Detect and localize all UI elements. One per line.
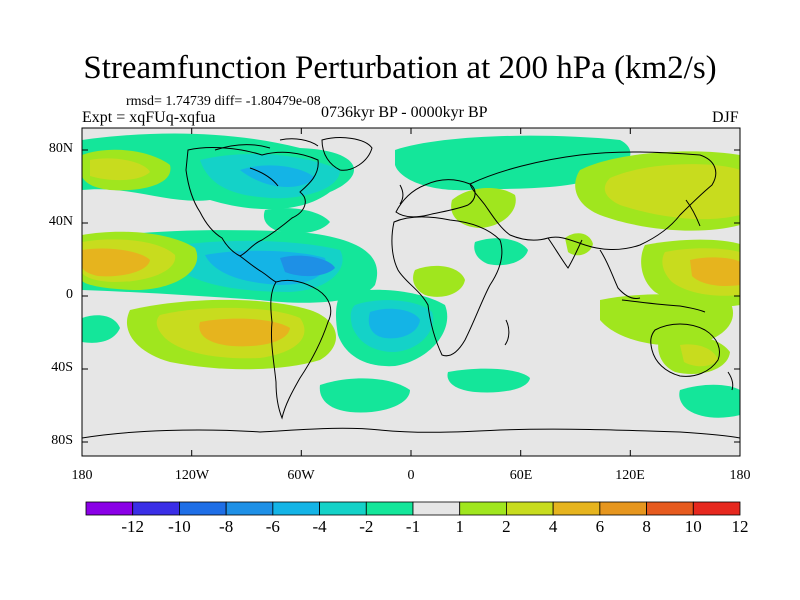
contour-west-pacific-core-6 xyxy=(690,257,740,286)
contour-east-pacific-negative xyxy=(82,315,120,343)
colorbar-label-0: -12 xyxy=(121,517,145,536)
colorbar-label-13: 12 xyxy=(731,517,749,536)
coast-europe xyxy=(395,179,476,218)
coast-southeast-asia xyxy=(599,249,641,299)
colorbar-box-7 xyxy=(412,501,461,516)
lat-label-40N: 40N xyxy=(48,214,73,229)
season-label: DJF xyxy=(712,109,739,126)
lat-ticks xyxy=(82,149,740,443)
colorbar-label-7: 1 xyxy=(455,517,464,536)
contour-eurasia-north-positive xyxy=(395,135,631,191)
colorbar-label-3: -6 xyxy=(265,517,280,536)
coast-asia xyxy=(469,151,717,250)
colorbar-box-2 xyxy=(179,501,227,516)
lon-label-180w: 180 xyxy=(71,468,93,483)
contour-south-indian-positive xyxy=(600,294,734,346)
coast-greenland xyxy=(321,137,373,171)
plot-title: Streamfunction Perturbation at 200 hPa (… xyxy=(83,50,717,86)
colorbar-label-8: 2 xyxy=(502,517,511,536)
coast-japan xyxy=(685,199,701,227)
contour-asia-midlat-core xyxy=(604,164,740,220)
lon-label-120w: 120W xyxy=(174,468,210,483)
colorbar-box-6 xyxy=(365,501,414,516)
coast-north-america xyxy=(185,147,319,257)
coast-uk xyxy=(399,184,404,205)
colorbar-box-13 xyxy=(692,501,741,516)
colorbar-box-0 xyxy=(85,501,134,516)
coast-south-america xyxy=(270,279,332,420)
contour-tropical-pacific-core-6 xyxy=(82,248,150,277)
lat-label-40S: 40S xyxy=(51,360,73,375)
colorbar-label-2: -8 xyxy=(219,517,234,536)
coastline-layer xyxy=(82,137,740,439)
contour-caribbean-negative-6 xyxy=(280,255,335,277)
colorbar-label-9: 4 xyxy=(548,517,558,536)
colorbar-box-10 xyxy=(552,501,601,516)
contour-southern-ocean-negative-2 xyxy=(447,368,530,393)
colorbar-box-8 xyxy=(459,501,507,516)
colorbar-box-12 xyxy=(646,501,694,516)
contour-north-america-core xyxy=(240,165,315,188)
coast-madagascar xyxy=(504,319,510,346)
lon-ticks xyxy=(81,128,741,456)
lon-label-0: 0 xyxy=(407,468,415,483)
coast-arctic-islands xyxy=(214,138,319,151)
colorbar-box-4 xyxy=(272,501,320,516)
colorbar-label-5: -2 xyxy=(359,517,374,536)
colorbar xyxy=(85,501,741,516)
colorbar-box-5 xyxy=(319,501,367,516)
period-label: 0736kyr BP - 0000kyr BP xyxy=(321,104,488,121)
colorbar-box-11 xyxy=(599,501,647,516)
colorbar-label-12: 10 xyxy=(684,517,702,536)
rmsd-diff-stats: rmsd= 1.74739 diff= -1.80479e-08 xyxy=(126,94,321,109)
colorbar-label-1: -10 xyxy=(168,517,191,536)
contour-arabia-negative xyxy=(474,238,528,266)
colorbar-box-9 xyxy=(506,501,554,516)
coast-india xyxy=(547,237,583,269)
lon-label-60w: 60W xyxy=(287,468,315,483)
coast-antarctica xyxy=(82,427,740,439)
contour-north-pacific-core xyxy=(90,158,150,181)
contour-australia-core xyxy=(680,344,718,367)
contour-southern-pacific-east xyxy=(679,384,740,418)
colorbar-label-4: -4 xyxy=(312,517,327,536)
colorbar-box-1 xyxy=(132,501,180,516)
coast-africa xyxy=(391,216,503,357)
contour-india-positive xyxy=(565,233,593,256)
contour-africa-positive xyxy=(413,265,465,297)
lat-label-0: 0 xyxy=(66,287,73,302)
contour-south-pacific-core-6 xyxy=(199,318,290,347)
coast-central-america xyxy=(239,255,277,283)
colorbar-label-10: 6 xyxy=(595,517,605,536)
lon-label-120e: 120E xyxy=(615,468,645,483)
coast-indonesia xyxy=(621,299,706,313)
coast-hudson-bay xyxy=(249,167,279,187)
coast-new-zealand xyxy=(727,371,734,391)
lon-label-180e: 180 xyxy=(729,468,751,483)
lat-label-80S: 80S xyxy=(51,433,73,448)
lat-label-80N: 80N xyxy=(48,141,73,156)
colorbar-label-11: 8 xyxy=(642,517,651,536)
experiment-label: Expt = xqFUq-xqfua xyxy=(82,109,216,126)
contour-south-atlantic-core-4 xyxy=(368,308,420,339)
colorbar-label-6: -1 xyxy=(405,517,421,536)
contour-europe-positive xyxy=(451,188,516,228)
lon-label-60e: 60E xyxy=(509,468,533,483)
contour-southern-ocean-negative xyxy=(319,378,410,413)
coast-australia xyxy=(650,323,720,377)
colorbar-box-3 xyxy=(225,501,274,516)
